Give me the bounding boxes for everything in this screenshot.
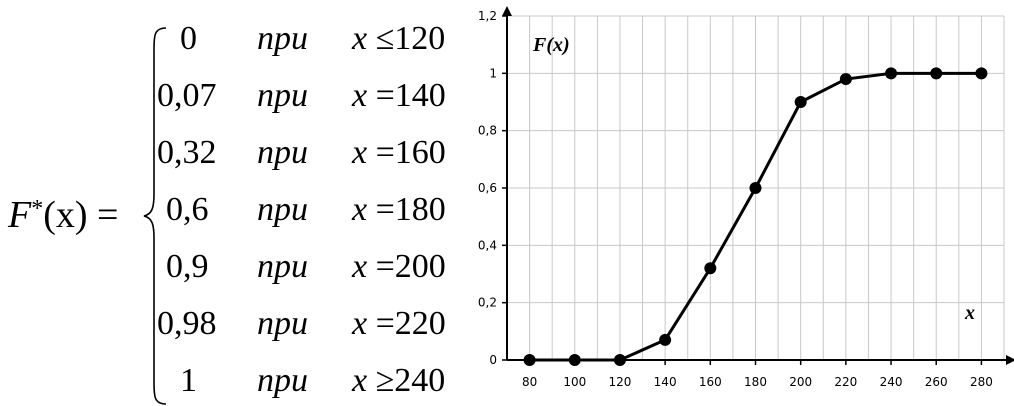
- case-condition: x ≥240: [352, 356, 445, 406]
- y-axis-arrow-icon: [502, 6, 512, 16]
- x-tick-label: 80: [522, 375, 537, 389]
- case-value: 0,6: [166, 191, 209, 228]
- x-tick-label: 240: [880, 375, 903, 389]
- case-variable: x: [352, 134, 368, 171]
- chart-series: [523, 67, 988, 366]
- case-variable: x: [352, 248, 368, 285]
- case-bound: 200: [394, 248, 446, 285]
- data-point: [975, 67, 988, 80]
- x-tick-label: 120: [609, 375, 632, 389]
- x-tick-label: 140: [654, 375, 677, 389]
- x-tick-label: 220: [834, 375, 857, 389]
- case-condition: x =140: [352, 71, 446, 121]
- case-word: при: [257, 77, 308, 114]
- x-tick-label: 180: [744, 375, 767, 389]
- x-tick-label: 160: [699, 375, 722, 389]
- case-word: при: [257, 134, 308, 171]
- y-tick-label: 0,4: [478, 238, 497, 252]
- case-word: при: [257, 191, 308, 228]
- case-bound: 120: [394, 20, 446, 57]
- case-relation: ≤: [375, 20, 395, 57]
- data-point: [704, 262, 717, 275]
- y-tick-label: 0,6: [478, 181, 497, 195]
- case-variable: x: [352, 77, 368, 114]
- data-point: [885, 67, 898, 80]
- y-tick-label: 0,8: [478, 124, 497, 138]
- function-argument: (x) =: [43, 194, 119, 236]
- data-point: [568, 354, 581, 366]
- data-point: [839, 73, 852, 86]
- y-tick-label: 1,2: [478, 9, 497, 23]
- case-condition: x =180: [352, 185, 446, 235]
- data-point: [659, 333, 672, 346]
- chart-title: F(x): [532, 34, 570, 56]
- data-point: [749, 182, 762, 194]
- curly-brace-icon: [143, 27, 167, 405]
- case-bound: 240: [394, 362, 446, 399]
- data-point: [930, 67, 943, 80]
- case-value: 0: [180, 20, 197, 57]
- case-variable: x: [352, 305, 368, 342]
- x-axis-arrow-icon: [1006, 355, 1014, 365]
- case-value: 0,98: [157, 305, 217, 342]
- case-bound: 220: [394, 305, 446, 342]
- case-value: 0,07: [157, 77, 217, 114]
- case-relation: =: [375, 77, 395, 114]
- case-relation: ≥: [375, 362, 395, 399]
- case-bound: 160: [394, 134, 446, 171]
- x-tick-label: 280: [970, 375, 993, 389]
- function-superscript: *: [31, 196, 44, 222]
- data-point: [523, 354, 536, 366]
- cdf-chart: 0 0,2 0,4 0,6 0,8 1 1,2 80 100 120 140 160 180 200 220…: [478, 6, 1014, 389]
- case-variable: x: [352, 191, 368, 228]
- case-condition: x ≤120: [352, 14, 445, 64]
- case-variable: x: [352, 20, 368, 57]
- formula-lhs: F*(x) =: [8, 193, 118, 237]
- y-tick-label: 0,2: [478, 296, 497, 310]
- case-word: при: [257, 362, 308, 399]
- data-point: [613, 354, 626, 366]
- case-condition: x =220: [352, 299, 446, 349]
- case-value: 1: [180, 362, 197, 399]
- case-word: при: [257, 248, 308, 285]
- case-value: 0,32: [157, 134, 217, 171]
- x-tick-label: 200: [789, 375, 812, 389]
- distribution-formula: F*(x) = 0 при x ≤120 0,07 при x =140 0,32 при x …: [0, 0, 470, 406]
- function-name: F: [8, 194, 32, 236]
- x-tick-label: 260: [925, 375, 948, 389]
- x-axis-label: x: [964, 302, 975, 324]
- case-word: при: [257, 305, 308, 342]
- case-condition: x =200: [352, 242, 446, 292]
- case-word: при: [257, 20, 308, 57]
- y-tick-label: 1: [489, 66, 497, 80]
- case-relation: =: [375, 134, 395, 171]
- data-point: [794, 96, 807, 108]
- case-relation: =: [375, 191, 395, 228]
- x-tick-label: 100: [563, 375, 586, 389]
- case-value: 0,9: [166, 248, 209, 285]
- chart-tick-labels: 0 0,2 0,4 0,6 0,8 1 1,2 80 100 120 140 160 180 200 220…: [478, 9, 993, 389]
- case-variable: x: [352, 362, 368, 399]
- case-condition: x =160: [352, 128, 446, 178]
- case-bound: 140: [394, 77, 446, 114]
- case-bound: 180: [394, 191, 446, 228]
- y-tick-label: 0: [489, 353, 497, 367]
- case-relation: =: [375, 305, 395, 342]
- case-relation: =: [375, 248, 395, 285]
